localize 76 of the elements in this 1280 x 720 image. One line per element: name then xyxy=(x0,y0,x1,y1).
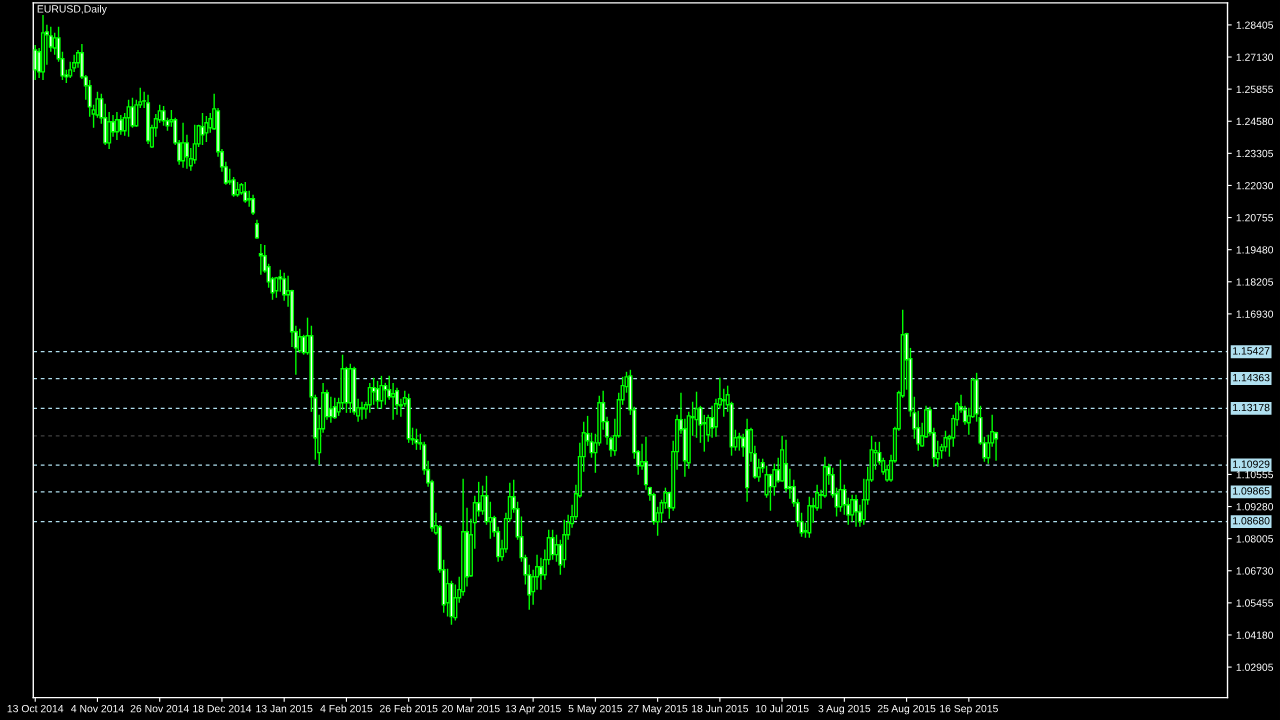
candlestick xyxy=(107,111,112,150)
x-tick-label: 3 Aug 2015 xyxy=(818,704,871,715)
x-tick-label: 18 Jun 2015 xyxy=(692,704,749,713)
candlestick xyxy=(200,112,205,146)
candlestick xyxy=(842,483,847,516)
ref-line-label: 1.14363 xyxy=(1233,373,1270,382)
x-tick-label: 27 May 2015 xyxy=(628,704,688,715)
y-tick-label: 1.05455 xyxy=(1236,599,1274,607)
candlestick xyxy=(379,375,384,410)
candlestick xyxy=(694,391,699,439)
y-tick-label: 1.09280 xyxy=(1236,503,1274,511)
candlestick xyxy=(258,243,263,276)
candlestick xyxy=(643,436,649,491)
x-tick-label: 25 Aug 2015 xyxy=(877,704,936,715)
ref-line-label: 1.13178 xyxy=(1233,403,1270,412)
candlestick xyxy=(554,534,559,563)
candlestick xyxy=(114,111,119,141)
y-tick-label: 1.16930 xyxy=(1236,310,1274,318)
x-tick-label: 20 Mar 2015 xyxy=(442,704,500,713)
candlestick xyxy=(394,386,400,416)
y-tick-label: 1.04180 xyxy=(1236,631,1274,639)
x-tick-label: 18 Dec 2014 xyxy=(193,704,252,713)
y-tick-label: 1.22030 xyxy=(1236,181,1274,190)
candlestick xyxy=(853,494,859,528)
candlestick xyxy=(251,194,256,216)
x-tick-label: 13 Oct 2014 xyxy=(7,704,64,713)
candlestick xyxy=(52,32,57,56)
x-tick-label: 10 Jul 2015 xyxy=(755,704,809,713)
ref-line-label: 1.10929 xyxy=(1233,460,1270,468)
y-tick-label: 1.27130 xyxy=(1236,53,1274,61)
y-tick-label: 1.28405 xyxy=(1236,21,1274,29)
candlestick xyxy=(994,431,999,462)
candlestick xyxy=(721,387,726,418)
candlestick xyxy=(756,457,761,483)
candlestick xyxy=(204,115,209,143)
candlestick xyxy=(254,219,260,240)
y-tick-label: 1.23305 xyxy=(1236,149,1274,158)
x-tick-label: 26 Nov 2014 xyxy=(130,704,189,713)
candlestick xyxy=(538,556,543,591)
y-tick-label: 1.24580 xyxy=(1236,117,1274,126)
candlestick xyxy=(850,494,855,523)
x-tick-label: 13 Apr 2015 xyxy=(505,704,561,715)
candlestick xyxy=(383,382,388,406)
candlestick xyxy=(134,99,139,128)
candlestick xyxy=(768,473,773,512)
candlestick xyxy=(772,463,777,497)
candlestick xyxy=(118,114,123,136)
candlestick xyxy=(184,134,189,170)
candlestick xyxy=(453,583,458,622)
x-tick-label: 4 Nov 2014 xyxy=(71,704,124,713)
y-tick-label: 1.19480 xyxy=(1236,246,1274,254)
candlestick xyxy=(180,122,186,169)
ref-line-label: 1.08680 xyxy=(1233,517,1270,525)
y-tick-label: 1.18205 xyxy=(1236,278,1274,286)
ref-line-label: 1.15427 xyxy=(1233,347,1270,355)
x-tick-label: 4 Feb 2015 xyxy=(320,704,373,713)
candlestick xyxy=(359,401,365,421)
y-tick-label: 1.20755 xyxy=(1236,214,1274,222)
candlestick xyxy=(328,396,333,424)
x-tick-label: 16 Sep 2015 xyxy=(940,704,998,715)
x-tick-label: 5 May 2015 xyxy=(568,704,623,715)
candlestick xyxy=(375,380,380,410)
y-tick-label: 1.08005 xyxy=(1236,535,1274,543)
chart-title: EURUSD,Daily xyxy=(37,4,107,15)
candlestick xyxy=(414,428,419,451)
y-tick-label: 1.02905 xyxy=(1236,663,1274,671)
candlestick xyxy=(332,397,337,420)
candlestick xyxy=(838,459,843,513)
candlestick xyxy=(243,181,248,204)
y-tick-label: 1.10555 xyxy=(1236,470,1274,479)
y-tick-label: 1.25855 xyxy=(1236,85,1274,94)
y-tick-label: 1.06730 xyxy=(1236,567,1274,575)
candlestick xyxy=(391,382,396,421)
x-tick-label: 26 Feb 2015 xyxy=(379,704,438,713)
x-tick-label: 13 Jan 2015 xyxy=(256,704,313,713)
ref-line-label: 1.09865 xyxy=(1233,487,1270,495)
